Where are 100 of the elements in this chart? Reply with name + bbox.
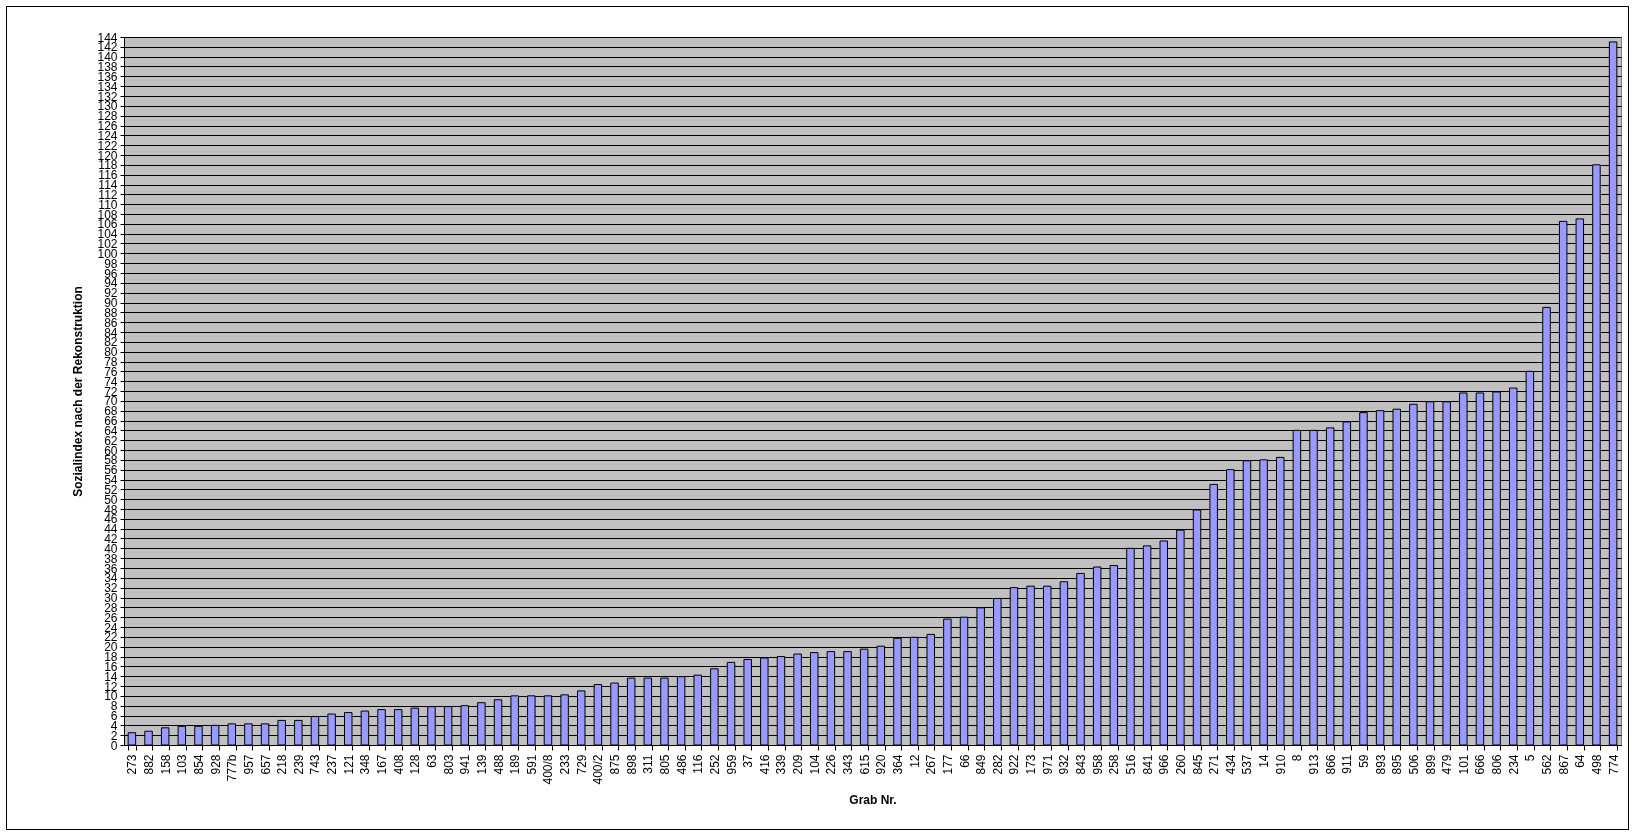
x-tick-label: 364 xyxy=(890,754,905,775)
x-tick-label: 498 xyxy=(1589,754,1604,775)
x-tick-label: 910 xyxy=(1273,754,1288,775)
x-tick-label: 59 xyxy=(1356,754,1371,768)
x-tick-label: 657 xyxy=(258,754,273,775)
x-tick-label: 958 xyxy=(1090,754,1105,775)
x-tick-label: 486 xyxy=(674,754,689,775)
x-tick-label: 849 xyxy=(974,754,989,775)
x-tick-label: 932 xyxy=(1057,754,1072,775)
x-tick-label: 806 xyxy=(1490,754,1505,775)
x-tick-label: 173 xyxy=(1024,754,1039,775)
x-tick-label: 866 xyxy=(1323,754,1338,775)
y-tick-label: 54 xyxy=(104,473,118,487)
x-tick-label: 233 xyxy=(558,754,573,775)
x-tick-label: 158 xyxy=(158,754,173,775)
x-tick-label: 408 xyxy=(391,754,406,775)
x-tick-label: 777b xyxy=(225,754,240,782)
y-tick-label: 30 xyxy=(104,591,118,605)
x-tick-label: 258 xyxy=(1107,754,1122,775)
x-tick-label: 66 xyxy=(957,754,972,768)
x-tick-label: 12 xyxy=(907,754,922,768)
x-tick-label: 101 xyxy=(1456,754,1471,775)
x-tick-label: 899 xyxy=(1423,754,1438,775)
x-tick-label: 116 xyxy=(691,754,706,774)
x-tick-label: 121 xyxy=(341,754,356,775)
x-tick-label: 911 xyxy=(1340,754,1355,774)
x-tick-label: 966 xyxy=(1157,754,1172,775)
x-tick-label: 895 xyxy=(1390,754,1405,775)
x-tick-label: 104 xyxy=(807,754,822,775)
x-tick-label: 845 xyxy=(1190,754,1205,775)
y-axis-title: Sozialindex nach der Rekonstruktion xyxy=(71,286,86,497)
x-tick-label: 8 xyxy=(1290,754,1305,762)
x-tick-label: 267 xyxy=(924,754,939,775)
x-tick-label: 226 xyxy=(824,754,839,775)
x-tick-label: 416 xyxy=(757,754,772,775)
y-tick-label: 78 xyxy=(104,355,118,369)
x-tick-label: 167 xyxy=(375,754,390,775)
x-tick-label: 841 xyxy=(1140,754,1155,775)
x-tick-label: 479 xyxy=(1440,754,1455,775)
x-tick-label: 237 xyxy=(325,754,340,775)
x-tick-label: 434 xyxy=(1223,754,1238,775)
x-tick-label: 282 xyxy=(990,754,1005,775)
x-tick-label: 922 xyxy=(1007,754,1022,775)
x-tick-label: 311 xyxy=(641,754,656,774)
x-tick-label: 928 xyxy=(208,754,223,775)
x-tick-label: 666 xyxy=(1473,754,1488,775)
x-tick-label: 128 xyxy=(408,754,423,775)
x-tick-label: 882 xyxy=(142,754,157,775)
x-tick-label: 64 xyxy=(1573,754,1588,768)
x-tick-label: 14 xyxy=(1257,754,1272,768)
x-tick-label: 348 xyxy=(358,754,373,775)
x-tick-label: 898 xyxy=(624,754,639,775)
x-tick-label: 729 xyxy=(574,754,589,775)
x-tick-label: 271 xyxy=(1207,754,1222,775)
x-tick-label: 488 xyxy=(491,754,506,775)
x-tick-label: 234 xyxy=(1506,754,1521,775)
x-tick-label: 103 xyxy=(175,754,190,775)
x-tick-label: 189 xyxy=(508,754,523,775)
x-tick-label: 209 xyxy=(791,754,806,775)
x-tick-label: 343 xyxy=(841,754,856,775)
x-tick-label: 5 xyxy=(1523,754,1538,762)
x-tick-label: 615 xyxy=(857,754,872,775)
y-tick-label: 18 xyxy=(104,650,118,664)
y-tick-label: 126 xyxy=(97,119,118,133)
x-tick-label: 913 xyxy=(1307,754,1322,775)
x-tick-label: 239 xyxy=(291,754,306,775)
x-tick-label: 875 xyxy=(608,754,623,775)
x-tick-label: 743 xyxy=(308,754,323,775)
y-tick-label: 102 xyxy=(97,237,118,251)
x-tick-label: 941 xyxy=(458,754,473,775)
x-tick-label: 920 xyxy=(874,754,889,775)
x-tick-label: 218 xyxy=(275,754,290,775)
y-tick-label: 6 xyxy=(110,709,118,723)
x-tick-label: 516 xyxy=(1123,754,1138,775)
x-tick-label: 63 xyxy=(424,754,439,768)
y-tick-label: 138 xyxy=(97,60,118,74)
x-tick-label: 854 xyxy=(191,754,206,775)
x-tick-label: 537 xyxy=(1240,754,1255,775)
x-tick-label: 37 xyxy=(741,754,756,768)
x-tick-label: 843 xyxy=(1074,754,1089,775)
y-tick-label: 90 xyxy=(104,296,118,310)
x-tick-label: 774 xyxy=(1606,754,1621,775)
x-tick-label: 803 xyxy=(441,754,456,775)
x-tick-label: 506 xyxy=(1406,754,1421,775)
x-tick-label: 400/8 xyxy=(541,754,556,785)
x-tick-label: 273 xyxy=(125,754,140,775)
x-tick-label: 260 xyxy=(1173,754,1188,775)
x-axis-title: Grab Nr. xyxy=(849,792,897,807)
x-tick-label: 867 xyxy=(1556,754,1571,775)
y-tick-label: 66 xyxy=(104,414,118,428)
x-tick-label: 339 xyxy=(774,754,789,775)
x-tick-label: 971 xyxy=(1040,754,1055,775)
x-tick-label: 893 xyxy=(1373,754,1388,775)
x-tick-label: 400/2 xyxy=(591,754,606,785)
x-tick-label: 177 xyxy=(940,754,955,775)
x-tick-label: 957 xyxy=(241,754,256,775)
x-tick-label: 805 xyxy=(657,754,672,775)
x-tick-label: 139 xyxy=(474,754,489,775)
x-tick-label: 959 xyxy=(724,754,739,775)
x-tick-label: 252 xyxy=(707,754,722,775)
